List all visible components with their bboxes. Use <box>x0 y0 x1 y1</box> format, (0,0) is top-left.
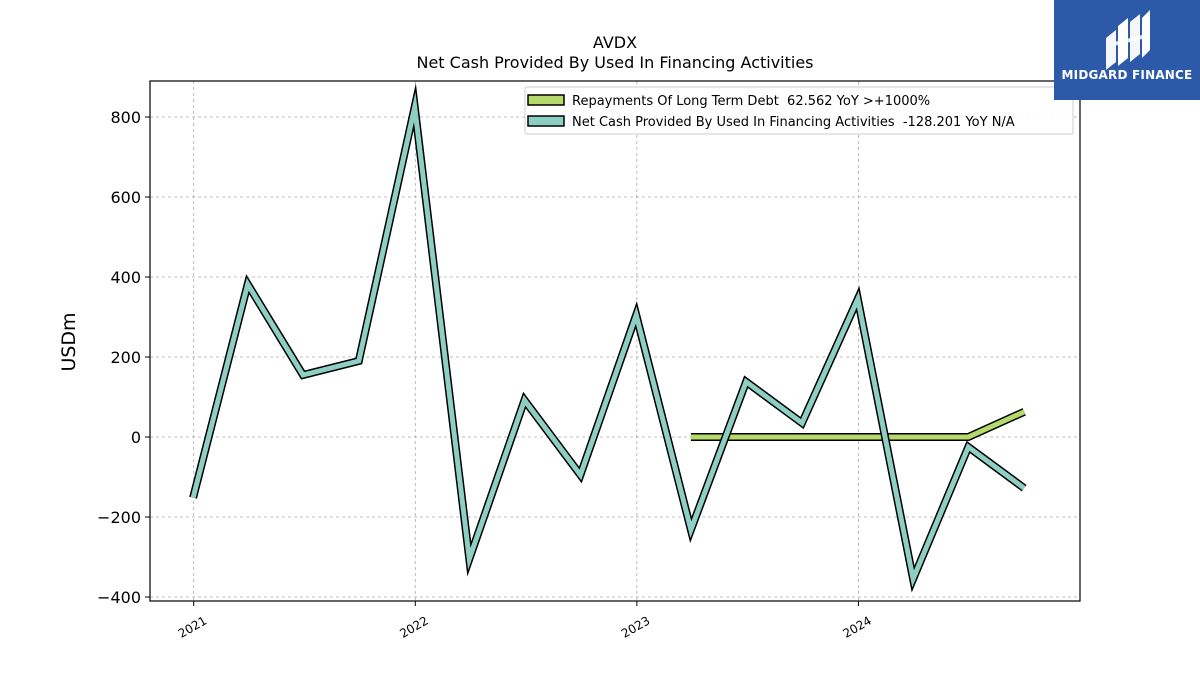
legend-frame <box>524 86 1074 135</box>
y-axis-label: USDm <box>58 312 80 371</box>
data-point <box>522 398 527 403</box>
data-point <box>634 313 639 318</box>
legend-label-net-cash: Net Cash Provided By Used In Financing A… <box>572 115 1015 130</box>
series-layer <box>189 83 1027 593</box>
data-point <box>356 359 361 364</box>
data-point <box>799 421 804 426</box>
data-point <box>744 379 749 384</box>
data-point <box>1022 486 1027 491</box>
y-tick-label: 200 <box>110 348 141 367</box>
data-point <box>467 557 472 562</box>
x-tick-label: 2023 <box>619 613 652 640</box>
legend-swatch-repayments <box>527 94 565 106</box>
x-axis: 2021 2022 2023 2024 <box>176 601 874 641</box>
y-tick-label: −200 <box>97 508 141 527</box>
y-tick-label: 400 <box>110 268 141 287</box>
data-point <box>966 445 971 450</box>
chart-title: AVDX <box>593 33 637 52</box>
x-tick-label: 2022 <box>397 613 430 640</box>
y-axis: −400 −200 0 200 400 600 800 <box>97 108 150 607</box>
data-point <box>744 435 749 440</box>
plot-frame <box>149 80 1081 602</box>
data-point <box>911 577 916 582</box>
data-point <box>412 105 417 110</box>
data-point <box>688 527 693 532</box>
data-point <box>855 435 860 440</box>
data-point <box>688 435 693 440</box>
y-tick-label: −400 <box>97 588 141 607</box>
chart-subtitle: Net Cash Provided By Used In Financing A… <box>416 53 813 72</box>
data-point <box>245 282 250 287</box>
legend: Repayments Of Long Term Debt 62.562 YoY … <box>524 86 1074 135</box>
series-line <box>690 409 1026 440</box>
data-point <box>799 435 804 440</box>
data-point <box>1022 409 1027 414</box>
y-tick-label: 600 <box>110 188 141 207</box>
series-line <box>190 92 1026 588</box>
midgard-logo-mark-icon <box>1106 10 1150 70</box>
legend-swatch-net-cash <box>527 115 565 127</box>
x-tick-label: 2024 <box>840 613 873 640</box>
data-point <box>855 297 860 302</box>
y-tick-label: 800 <box>110 108 141 127</box>
data-point <box>911 435 916 440</box>
legend-label-repayments: Repayments Of Long Term Debt 62.562 YoY … <box>572 94 930 109</box>
data-point <box>300 373 305 378</box>
x-tick-label: 2021 <box>176 613 209 640</box>
y-tick-label: 0 <box>131 428 141 447</box>
data-point <box>191 495 196 500</box>
data-point <box>966 435 971 440</box>
data-point <box>578 473 583 478</box>
logo-text: MIDGARD FINANCE <box>1061 68 1193 82</box>
midgard-finance-logo: MIDGARD FINANCE <box>1054 0 1200 100</box>
